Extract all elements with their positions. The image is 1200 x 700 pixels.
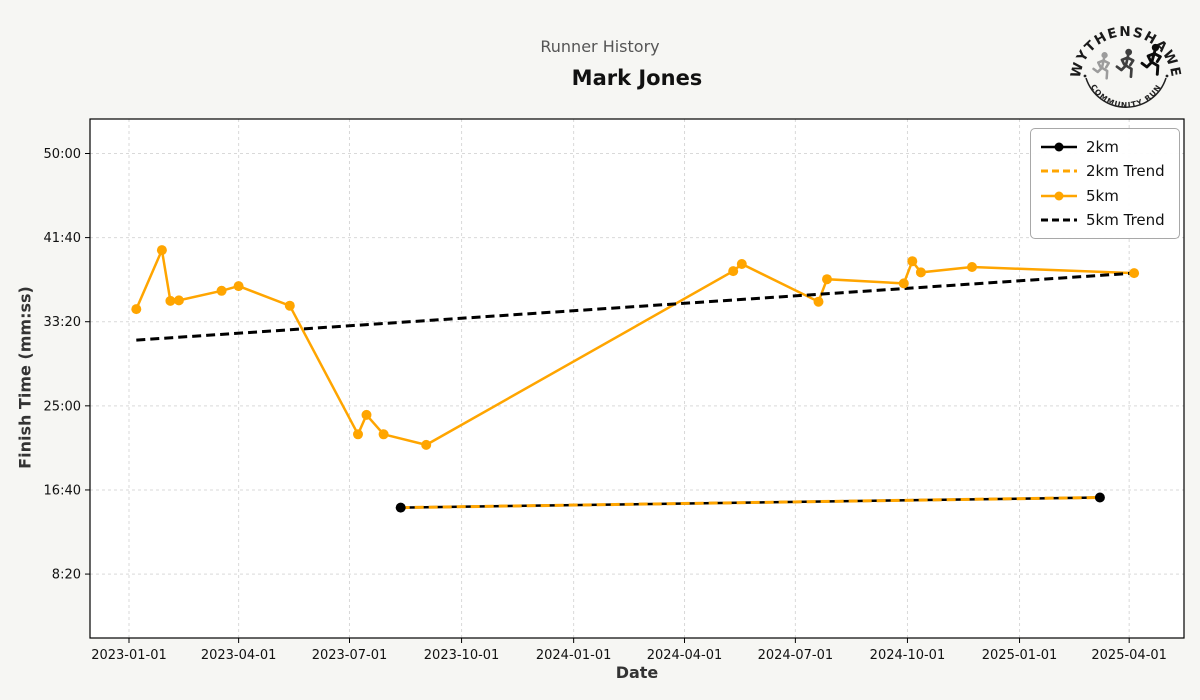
runner-name-title: Mark Jones (571, 66, 703, 90)
y-tick-label: 25:00 (44, 399, 81, 414)
marker-5km (967, 262, 977, 272)
chart-suptitle: Runner History (540, 37, 660, 56)
marker-5km (813, 296, 824, 307)
y-tick-label: 41:40 (44, 231, 81, 246)
legend-label-2km-trend: 2km Trend (1086, 162, 1165, 181)
x-tick-label: 2025-04-01 (1091, 648, 1167, 663)
legend-label-2km: 2km (1086, 138, 1119, 157)
marker-2km (1094, 492, 1105, 503)
legend-5km-trend-line-sample-icon (1041, 218, 1077, 222)
legend-item-2km-trend: 2km Trend (1041, 162, 1169, 180)
series-line-5km-trend (136, 271, 1135, 342)
legend-label-5km-trend: 5km Trend (1086, 210, 1165, 229)
runner-figure-gray-icon (1092, 52, 1111, 80)
x-tick-label: 2023-10-01 (424, 648, 500, 663)
legend-2km-trend-line-sample-icon (1041, 169, 1077, 173)
marker-5km (421, 439, 432, 450)
x-tick-label: 2024-10-01 (870, 648, 946, 663)
marker-5km (233, 281, 244, 292)
legend-5km-line-sample-icon (1041, 191, 1077, 201)
x-tick-label: 2024-07-01 (758, 648, 834, 663)
legend-item-5km-trend: 5km Trend (1041, 211, 1169, 229)
y-tick-label: 33:20 (44, 315, 81, 330)
marker-5km (165, 295, 176, 306)
runner-figure-darkgray-icon (1115, 48, 1135, 79)
marker-5km (361, 409, 372, 420)
marker-5km (378, 429, 389, 440)
series-line-2km-trend (400, 496, 1100, 510)
runner-figure-black-icon (1140, 43, 1162, 76)
marker-5km (907, 256, 918, 267)
y-tick-label: 50:00 (44, 147, 81, 162)
wythenshawe-community-run-logo: WYTHENSHAWE COMMUNITY RUN (1068, 24, 1183, 110)
legend-item-5km: 5km (1041, 187, 1169, 205)
marker-5km (173, 295, 184, 306)
marker-5km (915, 267, 926, 278)
legend-label-5km: 5km (1086, 186, 1119, 205)
marker-5km (156, 245, 167, 256)
x-tick-label: 2025-01-01 (982, 648, 1058, 663)
legend-2km-line-sample-icon (1041, 142, 1077, 152)
x-tick-label: 2023-04-01 (201, 648, 277, 663)
legend: 2km 2km Trend 5km 5km Trend (1030, 128, 1180, 239)
legend-item-2km: 2km (1041, 138, 1169, 156)
x-axis-label: Date (615, 663, 659, 682)
y-tick-label: 16:40 (44, 483, 81, 498)
marker-5km (284, 300, 295, 311)
logo-ring-dot-right (1165, 74, 1169, 78)
marker-5km (1129, 268, 1140, 279)
marker-5km (131, 304, 142, 315)
x-tick-label: 2024-01-01 (536, 648, 612, 663)
marker-5km (736, 259, 747, 269)
x-tick-label: 2024-04-01 (647, 648, 723, 663)
plot-border (89, 118, 1185, 639)
x-tick-label: 2023-07-01 (312, 648, 388, 663)
y-tick-label: 8:20 (52, 568, 81, 583)
logo-ring-dot-left (1083, 74, 1087, 78)
marker-5km (898, 278, 909, 289)
marker-5km (822, 274, 832, 285)
marker-5km (216, 285, 227, 296)
marker-2km (395, 502, 406, 513)
marker-5km (353, 429, 363, 440)
plot-background (90, 119, 1184, 638)
logo-ring-arc (1085, 77, 1167, 108)
marker-5km (728, 266, 739, 277)
y-axis-label: Finish Time (mm:ss) (15, 286, 35, 469)
x-tick-label: 2023-01-01 (91, 648, 167, 663)
